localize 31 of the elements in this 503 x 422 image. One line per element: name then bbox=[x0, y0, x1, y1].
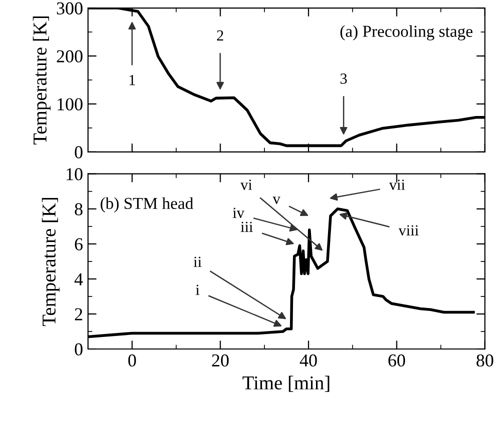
text: (b) STM head bbox=[100, 197, 194, 212]
y-tick-label: 8 bbox=[74, 203, 82, 216]
x-tick-label: 80 bbox=[476, 354, 494, 367]
x-tick-label: 20 bbox=[212, 354, 229, 367]
x-tick-label: 0 bbox=[128, 354, 136, 367]
annotation: vi bbox=[240, 180, 252, 190]
annotation: iv bbox=[232, 208, 244, 218]
y-axis-title: Temperature [K] bbox=[32, 16, 51, 145]
annotation: ii bbox=[194, 256, 202, 267]
annotation: vii bbox=[389, 180, 405, 190]
text: (a) Precooling stage bbox=[340, 25, 472, 40]
x-tick-label: 60 bbox=[388, 354, 406, 367]
y-tick-label: 200 bbox=[56, 50, 82, 62]
annotation: viii bbox=[398, 225, 419, 236]
y-axis-title: Temperature [K] bbox=[42, 198, 60, 326]
y-tick-label: 100 bbox=[58, 98, 82, 110]
annotation: iii bbox=[240, 222, 253, 232]
y-tick-label: 300 bbox=[56, 2, 82, 14]
x-axis-title: Time [min] bbox=[242, 376, 330, 392]
y-tick-label: 6 bbox=[74, 238, 83, 250]
y-tick-label: 0 bbox=[74, 146, 82, 158]
y-tick-label: 0 bbox=[74, 343, 82, 356]
x-tick-label: 40 bbox=[300, 354, 317, 367]
annotation: 3 bbox=[340, 74, 347, 84]
y-tick-label: 10 bbox=[66, 168, 82, 180]
annotation: 2 bbox=[217, 30, 224, 40]
annotation: i bbox=[196, 284, 200, 295]
y-tick-label: 4 bbox=[74, 273, 83, 286]
annotation: v bbox=[272, 196, 280, 204]
annotation: 1 bbox=[130, 74, 135, 86]
y-tick-label: 2 bbox=[74, 308, 82, 320]
